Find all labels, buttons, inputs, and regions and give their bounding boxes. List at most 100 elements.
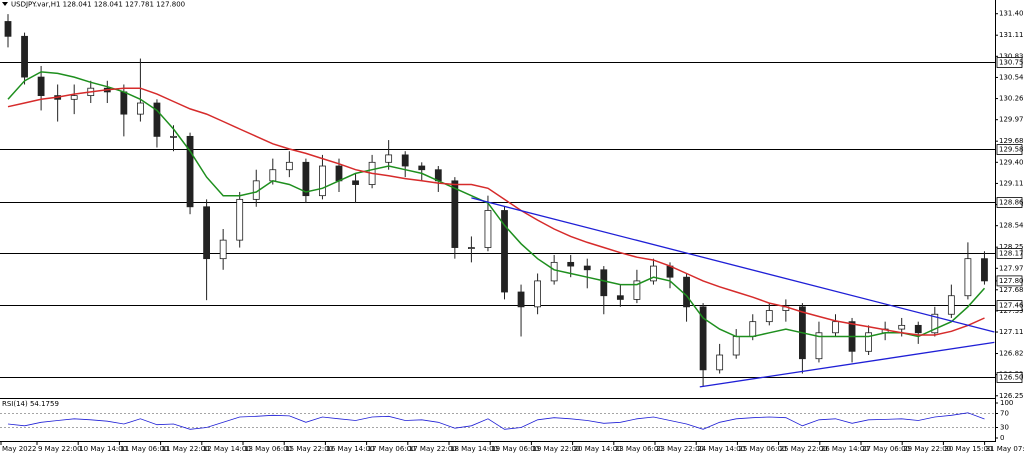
y-tick-label: 131.405 — [999, 10, 1024, 18]
x-tick-label: 12 May 14:00 — [203, 445, 251, 453]
y-tick-label: 129.685 — [999, 137, 1024, 145]
candle-body — [600, 269, 608, 297]
trendline — [699, 341, 995, 388]
candle-body — [70, 95, 78, 100]
candle-body — [418, 165, 426, 171]
x-tick-label: 17 May 22:00 — [409, 445, 457, 453]
level-box — [996, 197, 1023, 208]
candle-body — [832, 321, 839, 334]
x-tick-label: 19 May 06:00 — [491, 445, 539, 453]
last-price-box — [996, 275, 1023, 287]
y-tick-label: 129.115 — [999, 179, 1024, 187]
candle-body — [501, 210, 508, 293]
candle-body — [865, 332, 872, 352]
candle-body — [4, 21, 12, 37]
candle-body — [269, 169, 277, 182]
candle-body — [319, 165, 326, 197]
x-tick-label: 25 May 06:00 — [738, 445, 786, 453]
x-tick-label: 18 May 14:00 — [450, 445, 498, 453]
candle-body — [236, 198, 244, 241]
y-tick-label: 130.830 — [999, 52, 1024, 60]
y-tick-label: 129.400 — [999, 158, 1024, 166]
candle-body — [401, 154, 409, 167]
rsi-tick-label: 0 — [1000, 434, 1004, 442]
candle-body — [699, 306, 707, 371]
y-tick-label: 126.820 — [999, 350, 1024, 358]
level-box — [996, 300, 1023, 311]
candle-body — [37, 76, 45, 97]
y-tick-label: 127.395 — [999, 307, 1024, 315]
candle-body — [732, 336, 740, 356]
level-box — [996, 248, 1023, 259]
rsi-line — [7, 412, 985, 430]
candle-body — [484, 210, 492, 248]
candle-body — [616, 295, 624, 300]
candle-body — [898, 324, 906, 330]
x-tick-label: 9 May 22:00 — [38, 445, 82, 453]
x-tick-label: 20 May 14:00 — [574, 445, 622, 453]
candle-body — [633, 280, 641, 300]
menu-triangle[interactable] — [2, 2, 8, 6]
candle-body — [583, 265, 591, 271]
y-tick-label: 131.115 — [999, 31, 1024, 39]
x-tick-label: 30 May 15:00 — [944, 445, 992, 453]
candle-body — [517, 291, 525, 308]
x-tick-label: 11 May 06:00 — [120, 445, 168, 453]
level-box — [996, 372, 1023, 383]
x-tick-label: 15 May 22:00 — [285, 445, 333, 453]
y-tick-label: 126.250 — [999, 392, 1024, 400]
moving-average — [7, 87, 985, 336]
x-tick-label: 17 May 06:00 — [368, 445, 416, 453]
y-tick-label: 127.680 — [999, 286, 1024, 294]
x-tick-label: 10 May 14:00 — [79, 445, 127, 453]
rsi-title: RSI(14) 54.1759 — [2, 400, 59, 408]
rsi-tick-label: 70 — [1000, 410, 1009, 418]
candle-body — [285, 161, 293, 171]
level-box — [996, 57, 1023, 68]
candle-body — [352, 180, 359, 185]
candle-body — [186, 135, 194, 208]
level-label: 130.750 — [999, 59, 1024, 67]
level-label: 128.866 — [999, 199, 1024, 207]
x-tick-label: 31 May 07:00 — [986, 445, 1024, 453]
candle-body — [120, 91, 128, 115]
y-tick-label: 127.970 — [999, 264, 1024, 272]
candle-body — [964, 258, 972, 297]
y-tick-label: 130.260 — [999, 95, 1024, 103]
trendline — [471, 197, 995, 333]
candle-body — [650, 265, 657, 282]
candle-body — [981, 258, 988, 282]
x-tick-label: 27 May 06:00 — [862, 445, 910, 453]
rsi-tick-label: 30 — [1000, 424, 1009, 432]
x-tick-label: May 2022 — [2, 445, 37, 453]
level-label: 128.179 — [999, 250, 1024, 258]
candle-body — [335, 165, 343, 182]
x-tick-label: 13 May 06:00 — [244, 445, 292, 453]
rsi-tick-label: 100 — [1000, 399, 1013, 407]
x-tick-label: 25 May 22:00 — [780, 445, 828, 453]
candle-body — [716, 354, 724, 371]
candle-body — [931, 313, 939, 334]
candle-body — [550, 261, 558, 282]
x-tick-label: 23 May 22:00 — [656, 445, 704, 453]
x-tick-label: 29 May 22:00 — [903, 445, 951, 453]
y-tick-label: 130.545 — [999, 73, 1024, 81]
y-tick-label: 127.110 — [999, 328, 1024, 336]
candle-body — [749, 321, 757, 337]
candle-body — [170, 135, 177, 138]
candle-body — [219, 239, 227, 260]
y-tick-label: 128.545 — [999, 222, 1024, 230]
level-label: 129.586 — [999, 146, 1024, 154]
candle-body — [815, 332, 823, 360]
candle-body — [467, 247, 475, 249]
candle-body — [385, 154, 393, 163]
level-box — [996, 144, 1023, 155]
candle-body — [914, 324, 922, 334]
candle-body — [451, 180, 459, 248]
moving-average — [7, 71, 986, 338]
candle-body — [203, 206, 211, 260]
candle-body — [683, 276, 690, 308]
candle-body — [153, 102, 161, 137]
symbol-header: USDJPY.var,H1 128.041 128.041 127.781 12… — [11, 1, 185, 9]
